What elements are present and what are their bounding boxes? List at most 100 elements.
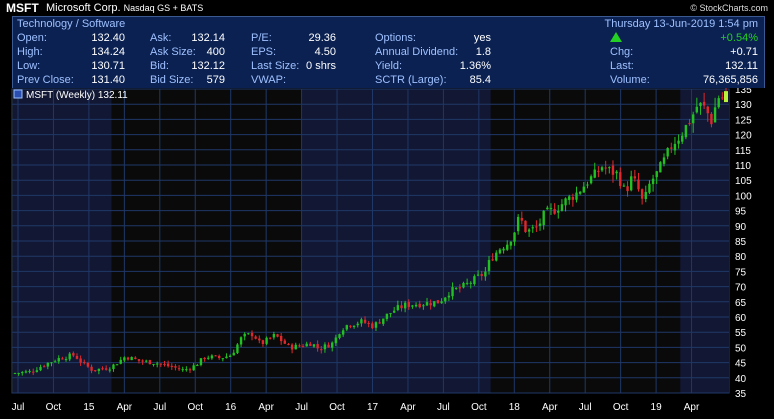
candle-body — [166, 363, 170, 367]
x-tick-label: Jul — [153, 402, 166, 413]
candle-body — [68, 353, 71, 360]
candle-body — [331, 342, 334, 348]
candle-body — [24, 371, 28, 373]
candle-body — [586, 184, 589, 186]
candle-body — [662, 157, 666, 164]
candle-body — [531, 227, 534, 229]
candle-body — [188, 369, 192, 371]
x-tick-label: 18 — [509, 402, 521, 413]
quote-label: Prev Close: — [17, 74, 74, 86]
candle-body — [115, 364, 119, 366]
candle-body — [276, 334, 279, 337]
candle-body — [349, 325, 352, 327]
candle-body — [298, 345, 301, 347]
candle-body — [39, 366, 42, 371]
candle-body — [13, 373, 17, 375]
x-tick-label: Apr — [542, 402, 558, 413]
x-tick-label: Apr — [684, 402, 700, 413]
candle-body — [549, 208, 553, 210]
quote-value: 76,365,856 — [702, 74, 758, 86]
quote-label: EPS: — [251, 46, 277, 58]
candle-body — [192, 365, 195, 371]
candle-body — [108, 369, 111, 371]
candle-body — [254, 336, 257, 339]
candle-body — [17, 372, 20, 374]
quote-value: 29.36 — [308, 32, 336, 44]
quote-label: Ask Size: — [150, 46, 196, 58]
candle-body — [389, 313, 392, 315]
candle-body — [648, 183, 651, 193]
candle-body — [684, 125, 688, 138]
x-tick-label: Oct — [329, 402, 345, 413]
chart-legend: MSFT (Weekly) 132.11 — [26, 90, 128, 101]
candle-body — [112, 364, 115, 370]
quote-value: 130.71 — [91, 60, 125, 72]
candle-body — [407, 302, 410, 307]
candle-body — [196, 364, 199, 366]
candle-body — [681, 135, 684, 142]
quote-value: 85.4 — [469, 74, 491, 86]
candle-body — [651, 178, 655, 185]
candle-body — [163, 364, 166, 366]
datetime-label: Thursday 13-Jun-2019 1:54 pm — [604, 18, 758, 30]
candle-body — [360, 319, 363, 324]
x-tick-label: 16 — [225, 402, 237, 413]
candle-body — [597, 170, 600, 172]
quote-label: Open: — [17, 32, 47, 44]
candle-body — [509, 241, 513, 246]
y-tick-label: 55 — [735, 328, 747, 339]
candle-body — [560, 204, 564, 211]
x-tick-label: Apr — [258, 402, 274, 413]
quote-value: 132.14 — [191, 32, 225, 44]
candle-body — [480, 274, 483, 276]
candle-body — [568, 196, 571, 200]
company-name: Microsoft Corp. Nasdaq GS + BATS — [46, 2, 203, 14]
candle-body — [418, 303, 421, 308]
candle-body — [152, 364, 155, 366]
candle-body — [305, 343, 308, 347]
candle-body — [210, 355, 214, 359]
candle-body — [462, 282, 465, 288]
candle-body — [170, 365, 173, 367]
y-tick-label: 100 — [735, 191, 752, 202]
candle-body — [535, 226, 538, 228]
x-tick-label: Jul — [12, 402, 25, 413]
x-tick-label: Apr — [400, 402, 416, 413]
candle-body — [604, 167, 607, 169]
candle-body — [64, 359, 68, 361]
candle-body — [546, 207, 549, 210]
candle-body — [174, 366, 177, 368]
candle-body — [352, 325, 356, 328]
candle-body — [46, 362, 50, 367]
candle-body — [589, 176, 593, 184]
candle-body — [232, 352, 235, 356]
quote-label: Bid: — [150, 60, 169, 72]
candle-body — [611, 165, 615, 175]
candle-body — [659, 162, 662, 173]
candle-body — [640, 189, 644, 199]
candle-body — [90, 366, 93, 371]
candle-body — [553, 208, 556, 214]
candle-body — [345, 325, 348, 330]
candle-body — [393, 310, 396, 313]
y-tick-label: 45 — [735, 359, 747, 370]
stockcharts-watermark: © StockCharts.com — [690, 3, 768, 13]
x-tick-label: 17 — [367, 402, 379, 413]
y-tick-label: 70 — [735, 283, 747, 294]
y-tick-label: 75 — [735, 267, 747, 278]
candle-body — [630, 176, 633, 191]
candle-body — [691, 114, 695, 124]
quote-label: Bid Size: — [150, 74, 194, 86]
candle-body — [217, 355, 221, 359]
candle-body — [699, 102, 702, 107]
candle-body — [104, 368, 108, 370]
x-tick-label: Oct — [46, 402, 62, 413]
candle-body — [239, 337, 243, 345]
candle-body — [578, 191, 582, 194]
candle-body — [425, 302, 429, 306]
y-tick-label: 65 — [735, 298, 747, 309]
candle-body — [633, 176, 637, 179]
candle-body — [123, 357, 126, 361]
candle-body — [688, 123, 691, 125]
x-tick-label: Oct — [187, 402, 203, 413]
